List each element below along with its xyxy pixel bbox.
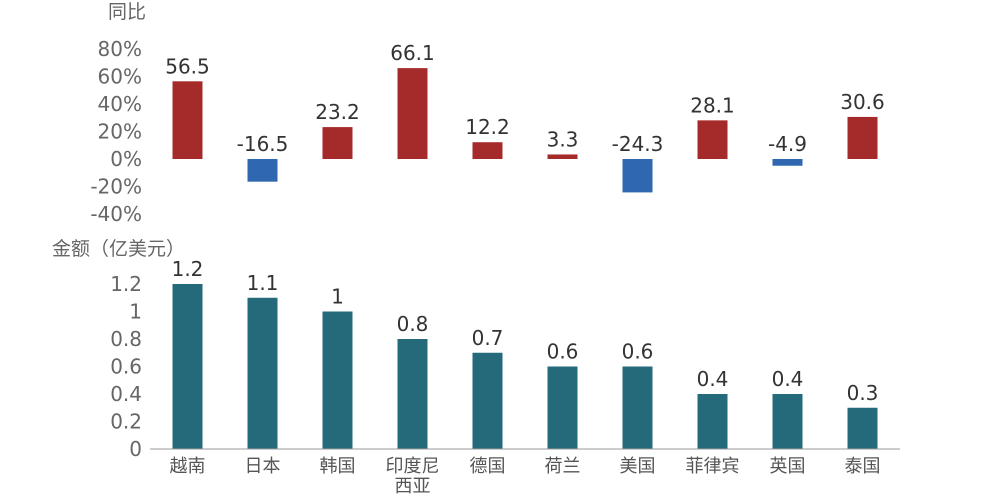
amount-bars: [172, 284, 878, 449]
amount-tick-label: 0.6: [110, 355, 142, 379]
yoy-panel: 同比 80% 60% 40% 20% 0% -20% -40% 56.5 -16.5 23.2 6…: [90, 1, 884, 226]
amount-tick-label: 1: [129, 300, 142, 324]
amount-panel: 金额（亿美元） 1.2 1 0.8 0.6 0.4 0.2 0 1.2 1.1 1 0.8 0.7 0…: [52, 238, 900, 497]
yoy-bar: [472, 142, 503, 159]
amount-tick-label: 0.2: [110, 410, 142, 434]
yoy-data-label: 66.1: [390, 41, 435, 65]
yoy-bar: [697, 120, 728, 159]
yoy-bar: [547, 154, 578, 159]
amount-bar: [847, 407, 878, 449]
yoy-data-labels: 56.5 -16.5 23.2 66.1 12.2 3.3 -24.3 28.1 -4.9 30.…: [165, 41, 885, 156]
amount-bar: [622, 366, 653, 449]
yoy-tick-label: 60%: [98, 65, 142, 89]
amount-data-label: 0.6: [622, 340, 654, 364]
yoy-data-label: 28.1: [690, 93, 735, 117]
category-label: 西亚: [395, 476, 431, 497]
amount-data-label: 0.4: [697, 367, 729, 391]
amount-axis-title: 金额（亿美元）: [52, 238, 185, 260]
yoy-axis-ticks: 80% 60% 40% 20% 0% -20% -40%: [90, 37, 142, 226]
category-label: 美国: [620, 456, 656, 477]
amount-bar: [472, 352, 503, 449]
category-label: 越南: [170, 456, 206, 477]
amount-bar: [772, 394, 803, 449]
amount-data-labels: 1.2 1.1 1 0.8 0.7 0.6 0.6 0.4 0.4 0.3: [172, 257, 879, 405]
yoy-tick-label: -40%: [90, 202, 142, 226]
amount-bar: [247, 297, 278, 449]
yoy-bar: [247, 159, 278, 182]
amount-data-label: 0.4: [772, 367, 804, 391]
amount-data-label: 1.1: [247, 271, 279, 295]
amount-data-label: 0.3: [847, 381, 879, 405]
yoy-data-label: -16.5: [237, 132, 289, 156]
yoy-data-label: 12.2: [465, 115, 510, 139]
yoy-bar: [322, 127, 353, 159]
category-label: 泰国: [845, 456, 881, 477]
yoy-bar: [847, 116, 878, 159]
category-label: 印度尼: [386, 456, 440, 477]
amount-bar: [322, 311, 353, 449]
amount-tick-label: 0.8: [110, 327, 142, 351]
category-label: 菲律宾: [686, 456, 740, 477]
yoy-bar: [772, 159, 803, 166]
category-label: 德国: [470, 456, 506, 477]
amount-bar: [397, 339, 428, 449]
amount-data-label: 1.2: [172, 257, 204, 281]
category-label: 荷兰: [545, 456, 581, 477]
yoy-tick-label: -20%: [90, 175, 142, 199]
yoy-data-label: -24.3: [612, 132, 664, 156]
yoy-data-label: 56.5: [165, 54, 210, 78]
yoy-axis-title: 同比: [108, 1, 146, 23]
amount-data-label: 0.7: [472, 326, 504, 350]
amount-data-label: 1: [331, 285, 344, 309]
yoy-data-label: 23.2: [315, 100, 360, 124]
amount-data-label: 0.8: [397, 312, 429, 336]
amount-bar: [547, 366, 578, 449]
yoy-bars: [172, 68, 878, 193]
yoy-bar: [397, 68, 428, 159]
yoy-data-label: -4.9: [768, 132, 807, 156]
amount-bar: [172, 284, 203, 449]
amount-axis-ticks: 1.2 1 0.8 0.6 0.4 0.2 0: [110, 272, 142, 461]
yoy-tick-label: 80%: [98, 37, 142, 61]
yoy-tick-label: 0%: [110, 147, 142, 171]
category-label: 日本: [245, 456, 281, 477]
amount-data-label: 0.6: [547, 340, 579, 364]
yoy-data-label: 30.6: [840, 90, 885, 114]
category-label: 韩国: [320, 456, 356, 477]
yoy-bar: [622, 159, 653, 193]
yoy-data-label: 3.3: [547, 127, 579, 151]
yoy-tick-label: 20%: [98, 120, 142, 144]
amount-tick-label: 1.2: [110, 272, 142, 296]
amount-tick-label: 0: [129, 437, 142, 461]
amount-tick-label: 0.4: [110, 382, 142, 406]
category-label: 英国: [770, 456, 806, 477]
yoy-bar: [172, 81, 203, 159]
yoy-tick-label: 40%: [98, 92, 142, 116]
amount-bar: [697, 394, 728, 449]
